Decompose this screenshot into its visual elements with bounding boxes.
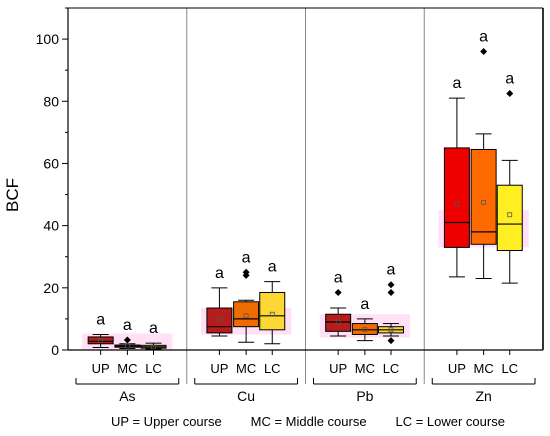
x-tick-label: MC [474,361,494,376]
significance-label: a [215,265,224,282]
significance-label: a [360,296,369,313]
x-tick-label: MC [117,361,137,376]
significance-label: a [334,269,343,286]
group-label: As [119,388,135,404]
axes-layer: 0 20 40 60 80 100 As UP MC LC Cu UP MC LC Pb UP MC LC Zn UP… [36,7,544,404]
significance-label: a [387,262,396,279]
mean-marker [388,327,394,333]
mean-marker [507,212,513,218]
outlier-point [506,90,514,97]
significance-label: a [149,320,158,337]
y-axis-label: BCF [3,178,22,212]
significance-label: a [123,317,132,334]
x-tick-label: UP [329,361,347,376]
x-tick-label: MC [236,361,256,376]
outlier-point [387,337,395,345]
x-tick-label: LC [264,361,281,376]
mean-marker [481,199,487,205]
outlier-point [387,281,395,289]
y-tick-label: 20 [43,280,59,296]
box-cu-up [206,307,233,334]
box-pb-mc [351,323,378,335]
outlier-point [480,48,488,56]
x-tick-label: LC [383,361,400,376]
outlier-point [334,288,342,296]
y-tick-label: 80 [43,93,59,109]
box-zn-mc [470,148,497,245]
x-tick-label: UP [448,361,466,376]
box-cu-lc [259,291,286,331]
significance-label: a [96,311,105,328]
outlier-point [387,288,395,296]
significance-label: a [268,259,277,276]
group-label: Cu [237,388,255,404]
mean-marker [124,343,130,349]
x-tick-label: UP [210,361,228,376]
outlier-point [123,336,131,344]
mean-marker [269,311,275,317]
group-label: Zn [475,388,491,404]
y-tick-label: 0 [51,342,59,358]
group-label: Pb [356,388,373,404]
outlier-point [242,268,250,276]
box-zn-up [443,147,470,248]
mean-marker [454,201,460,207]
mean-marker [98,338,104,344]
y-tick-label: 60 [43,155,59,171]
significance-label: a [505,71,514,88]
box-as-up [87,336,114,345]
x-tick-label: UP [92,361,110,376]
x-tick-label: LC [501,361,518,376]
significance-label: a [242,249,251,266]
mean-marker [335,319,341,325]
legend-note: UP = Upper course MC = Middle course LC … [111,414,505,429]
box-zn-lc [496,184,523,252]
mean-marker [217,316,222,322]
mean-marker [243,313,249,319]
grid-layer [186,8,425,384]
x-tick-label: LC [145,361,162,376]
mean-marker [362,327,368,333]
significance-label: a [479,29,488,46]
x-tick-label: MC [355,361,375,376]
y-tick-label: 100 [36,31,60,47]
mean-marker [151,344,156,350]
box-cu-mc [233,301,260,328]
significance-label: a [452,75,461,92]
y-tick-label: 40 [43,218,59,234]
box-pb-up [325,313,352,332]
